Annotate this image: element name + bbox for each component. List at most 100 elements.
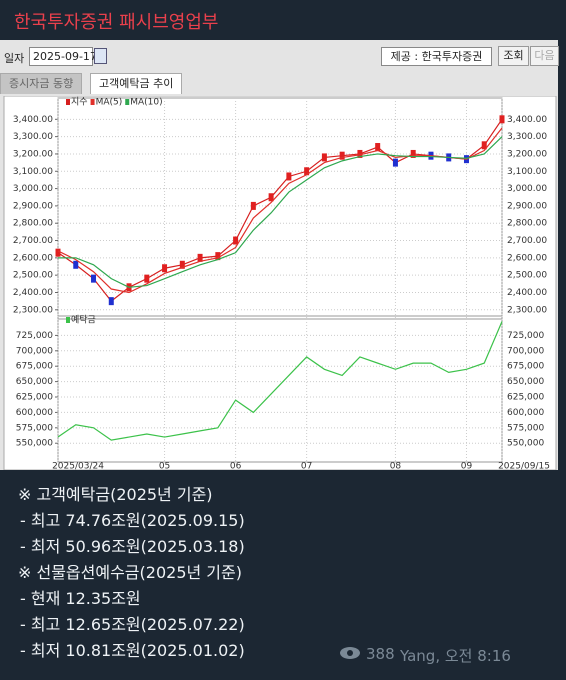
candle bbox=[304, 167, 310, 176]
search-button[interactable]: 조회 bbox=[498, 46, 529, 66]
calendar-icon[interactable] bbox=[94, 48, 107, 64]
series-line bbox=[58, 136, 503, 288]
y-tick-label: 3,300.00 bbox=[13, 132, 53, 142]
source-box: 제공 : 한국투자증권 bbox=[381, 47, 492, 66]
y-tick-label-right: 575,000 bbox=[507, 423, 544, 433]
candle bbox=[162, 264, 168, 273]
panel-bg bbox=[3, 96, 557, 470]
y-tick-label-right: 625,000 bbox=[507, 393, 544, 403]
y-tick-label-right: 2,600.00 bbox=[507, 253, 547, 263]
y-tick-label-right: 3,200.00 bbox=[507, 149, 547, 159]
x-tick-label: 06 bbox=[230, 462, 242, 471]
y-tick-label: 3,000.00 bbox=[13, 184, 53, 194]
y-tick-label: 2,400.00 bbox=[13, 288, 53, 298]
candle bbox=[392, 158, 398, 167]
legend-label: MA(5) bbox=[96, 98, 123, 108]
legend-swatch bbox=[90, 99, 95, 105]
views-count: 388 bbox=[366, 645, 395, 663]
candle bbox=[233, 236, 239, 245]
candle bbox=[410, 149, 416, 158]
legend-swatch bbox=[66, 317, 70, 323]
chart-panel: 2,300.00 2,300.00 2,400.00 2,400.00 2,500.00… bbox=[3, 96, 557, 471]
y-tick-label: 575,000 bbox=[16, 423, 53, 433]
message-line: ※ 선물옵션예수금(2025년 기준) bbox=[18, 563, 242, 582]
tab-active[interactable]: 고객예탁금 추이 bbox=[90, 73, 183, 94]
legend-label: MA(10) bbox=[130, 98, 162, 108]
candle bbox=[286, 172, 292, 181]
message-line: - 최저 10.81조원(2025.01.02) bbox=[20, 641, 245, 660]
y-tick-label: 550,000 bbox=[16, 439, 53, 449]
candle bbox=[197, 253, 203, 262]
plot-frame bbox=[57, 97, 503, 320]
candle bbox=[481, 141, 487, 150]
y-tick-label-right: 550,000 bbox=[507, 439, 544, 449]
y-tick-label-right: 2,900.00 bbox=[507, 201, 547, 211]
y-tick-label-right: 2,800.00 bbox=[507, 219, 547, 229]
y-tick-label-right: 2,500.00 bbox=[507, 271, 547, 281]
y-tick-label: 3,100.00 bbox=[13, 167, 53, 177]
y-tick-label: 2,700.00 bbox=[13, 236, 53, 246]
y-tick-label-right: 675,000 bbox=[507, 362, 544, 372]
y-tick-label: 700,000 bbox=[16, 346, 53, 356]
candle bbox=[268, 193, 274, 202]
y-tick-label: 650,000 bbox=[16, 377, 53, 387]
legend-label: 지수 bbox=[71, 97, 88, 108]
y-tick-label-right: 2,700.00 bbox=[507, 236, 547, 246]
candle bbox=[55, 248, 61, 257]
y-tick-label: 675,000 bbox=[16, 362, 53, 372]
y-tick-label: 2,300.00 bbox=[13, 305, 53, 315]
legend-swatch bbox=[125, 99, 130, 105]
candle bbox=[499, 115, 505, 124]
candle bbox=[357, 149, 363, 158]
y-tick-label: 3,400.00 bbox=[13, 115, 53, 125]
y-tick-label: 2,900.00 bbox=[13, 201, 53, 211]
y-tick-label-right: 2,300.00 bbox=[507, 305, 547, 315]
candle bbox=[144, 274, 150, 283]
sender-title: 한국투자증권 패시브영업부 bbox=[14, 12, 219, 33]
candle bbox=[375, 143, 381, 152]
candle bbox=[250, 201, 256, 210]
legend-label: 예탁금 bbox=[71, 314, 96, 326]
date-input[interactable]: 2025-09-17 bbox=[29, 47, 97, 66]
series-line bbox=[57, 127, 503, 294]
legend-swatch bbox=[66, 99, 70, 105]
x-tick-label: 05 bbox=[159, 462, 170, 471]
candle bbox=[73, 260, 79, 269]
tab[interactable]: 증시자금 동향 bbox=[0, 73, 83, 94]
series-line bbox=[57, 321, 503, 441]
candle bbox=[179, 260, 185, 269]
y-tick-label: 2,500.00 bbox=[13, 271, 53, 281]
candle bbox=[108, 297, 114, 306]
y-tick-label-right: 3,300.00 bbox=[507, 132, 547, 142]
y-tick-label-right: 3,100.00 bbox=[507, 167, 547, 177]
message-line: - 최고 74.76조원(2025.09.15) bbox=[20, 511, 245, 530]
message-line: - 최고 12.65조원(2025.07.22) bbox=[20, 615, 245, 634]
views-icon bbox=[340, 647, 360, 659]
message-line: - 최저 50.96조원(2025.03.18) bbox=[20, 537, 245, 556]
y-tick-label-right: 2,400.00 bbox=[507, 288, 547, 298]
y-tick-label: 725,000 bbox=[16, 331, 53, 341]
candle bbox=[215, 252, 221, 261]
x-tick-label: 08 bbox=[390, 462, 402, 471]
y-tick-label-right: 725,000 bbox=[507, 331, 544, 341]
y-tick-label: 625,000 bbox=[16, 393, 53, 403]
message-line: ※ 고객예탁금(2025년 기준) bbox=[18, 485, 213, 504]
x-tick-label: 09 bbox=[461, 462, 473, 471]
x-tick-label: 2025/09/15 bbox=[498, 462, 550, 471]
y-tick-label: 2,800.00 bbox=[13, 219, 53, 229]
y-tick-label-right: 3,000.00 bbox=[507, 184, 547, 194]
y-tick-label: 600,000 bbox=[16, 408, 53, 418]
author-time: Yang, 오전 8:16 bbox=[400, 647, 511, 665]
y-tick-label-right: 3,400.00 bbox=[507, 115, 547, 125]
date-label: 일자 bbox=[4, 52, 25, 65]
next-button[interactable]: 다음 bbox=[530, 46, 559, 66]
y-tick-label: 3,200.00 bbox=[13, 149, 53, 159]
candle bbox=[91, 274, 97, 283]
candle bbox=[321, 153, 327, 162]
y-tick-label-right: 600,000 bbox=[507, 408, 544, 418]
y-tick-label-right: 650,000 bbox=[507, 377, 544, 387]
x-tick-label: 2025/03/24 bbox=[52, 462, 104, 471]
y-tick-label: 2,600.00 bbox=[13, 253, 53, 263]
message-line: - 현재 12.35조원 bbox=[20, 589, 141, 608]
